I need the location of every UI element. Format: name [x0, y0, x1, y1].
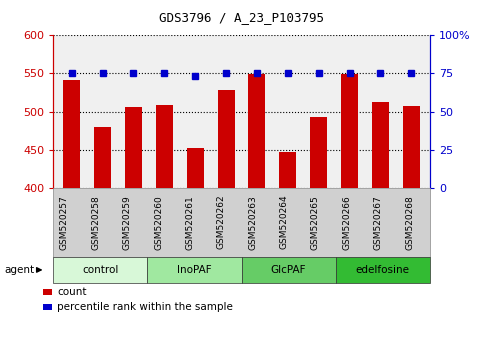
Bar — [94, 127, 111, 188]
Text: GSM520260: GSM520260 — [154, 195, 163, 250]
Text: percentile rank within the sample: percentile rank within the sample — [57, 302, 233, 312]
Bar — [217, 90, 235, 188]
Bar — [372, 102, 389, 188]
Text: GSM520261: GSM520261 — [185, 195, 194, 250]
Text: GSM520266: GSM520266 — [342, 195, 352, 250]
Text: GSM520264: GSM520264 — [280, 195, 289, 250]
Text: edelfosine: edelfosine — [356, 265, 410, 275]
Text: agent: agent — [5, 265, 35, 275]
Text: GSM520258: GSM520258 — [91, 195, 100, 250]
Bar — [341, 74, 358, 188]
Text: GSM520265: GSM520265 — [311, 195, 320, 250]
Text: GlcPAF: GlcPAF — [271, 265, 306, 275]
Text: GSM520262: GSM520262 — [217, 195, 226, 250]
Text: GSM520267: GSM520267 — [374, 195, 383, 250]
Text: InoPAF: InoPAF — [177, 265, 212, 275]
Text: count: count — [57, 287, 86, 297]
Bar — [310, 117, 327, 188]
Bar — [156, 105, 173, 188]
Text: control: control — [82, 265, 118, 275]
Bar — [125, 107, 142, 188]
Text: GSM520263: GSM520263 — [248, 195, 257, 250]
Text: GSM520259: GSM520259 — [123, 195, 131, 250]
Text: GDS3796 / A_23_P103795: GDS3796 / A_23_P103795 — [159, 11, 324, 24]
Text: GSM520268: GSM520268 — [405, 195, 414, 250]
Bar — [403, 106, 420, 188]
Bar — [187, 148, 204, 188]
Text: GSM520257: GSM520257 — [60, 195, 69, 250]
Bar — [63, 80, 80, 188]
Bar — [279, 152, 296, 188]
Bar — [248, 74, 266, 188]
